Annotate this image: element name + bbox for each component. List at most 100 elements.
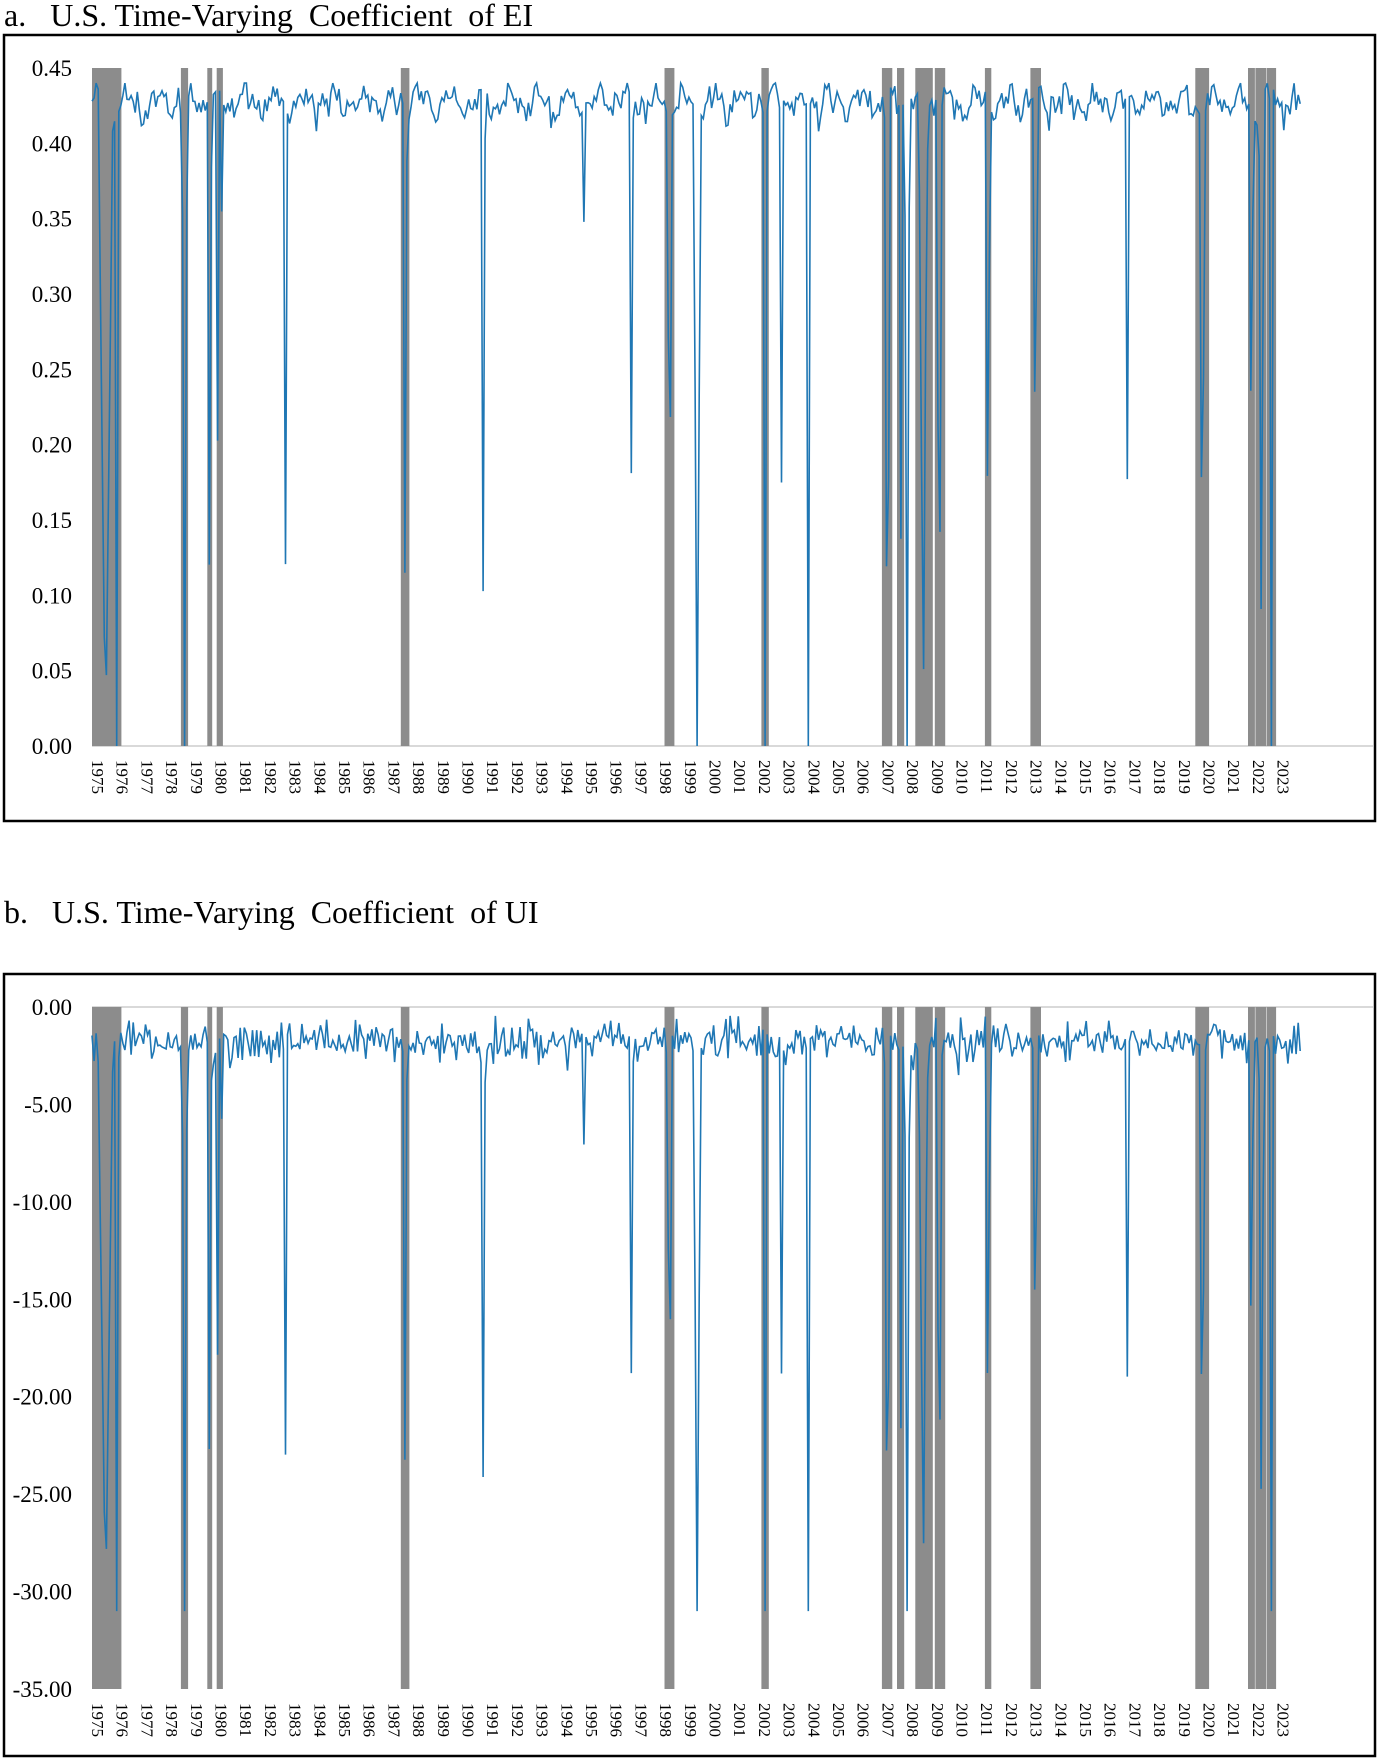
svg-text:2005: 2005 xyxy=(829,1703,848,1737)
svg-text:2014: 2014 xyxy=(1051,760,1070,795)
svg-text:1988: 1988 xyxy=(409,1703,428,1737)
svg-text:2007: 2007 xyxy=(878,760,897,795)
svg-text:2004: 2004 xyxy=(804,760,823,795)
svg-text:2015: 2015 xyxy=(1076,760,1095,794)
svg-text:1989: 1989 xyxy=(434,760,453,794)
svg-text:-30.00: -30.00 xyxy=(13,1580,72,1605)
svg-text:1992: 1992 xyxy=(508,760,527,794)
svg-text:2018: 2018 xyxy=(1150,1703,1169,1737)
svg-text:0.15: 0.15 xyxy=(32,508,72,533)
svg-text:-35.00: -35.00 xyxy=(13,1677,72,1702)
svg-text:1992: 1992 xyxy=(508,1703,527,1737)
svg-text:2019: 2019 xyxy=(1175,1703,1194,1737)
svg-text:1978: 1978 xyxy=(162,760,181,794)
svg-text:2014: 2014 xyxy=(1051,1703,1070,1738)
svg-text:2013: 2013 xyxy=(1027,760,1046,794)
svg-text:2020: 2020 xyxy=(1200,1703,1219,1737)
svg-text:1979: 1979 xyxy=(187,760,206,794)
svg-text:2008: 2008 xyxy=(903,1703,922,1737)
svg-text:0.10: 0.10 xyxy=(32,583,72,608)
svg-text:2006: 2006 xyxy=(854,1703,873,1737)
svg-text:1983: 1983 xyxy=(286,760,305,794)
svg-text:2006: 2006 xyxy=(854,760,873,794)
svg-text:1980: 1980 xyxy=(212,1703,231,1737)
svg-text:2017: 2017 xyxy=(1125,1703,1144,1738)
svg-text:2002: 2002 xyxy=(755,760,774,794)
svg-text:-5.00: -5.00 xyxy=(24,1092,72,1117)
svg-text:1979: 1979 xyxy=(187,1703,206,1737)
svg-text:2019: 2019 xyxy=(1175,760,1194,794)
svg-text:2011: 2011 xyxy=(977,1703,996,1736)
svg-text:0.25: 0.25 xyxy=(32,357,72,382)
svg-text:1987: 1987 xyxy=(384,1703,403,1738)
svg-text:2015: 2015 xyxy=(1076,1703,1095,1737)
svg-text:0.45: 0.45 xyxy=(32,56,72,81)
svg-text:2021: 2021 xyxy=(1224,1703,1243,1737)
svg-text:2012: 2012 xyxy=(1002,1703,1021,1737)
svg-text:2003: 2003 xyxy=(780,760,799,794)
svg-text:1977: 1977 xyxy=(137,1703,156,1738)
svg-text:1981: 1981 xyxy=(236,1703,255,1737)
svg-text:1983: 1983 xyxy=(286,1703,305,1737)
svg-text:0.40: 0.40 xyxy=(32,131,72,156)
svg-text:0.05: 0.05 xyxy=(32,659,72,684)
svg-text:1999: 1999 xyxy=(681,1703,700,1737)
svg-text:2004: 2004 xyxy=(804,1703,823,1738)
svg-text:1975: 1975 xyxy=(88,1703,107,1737)
svg-text:2022: 2022 xyxy=(1249,760,1268,794)
svg-text:-15.00: -15.00 xyxy=(13,1287,72,1312)
svg-text:1995: 1995 xyxy=(582,760,601,794)
svg-text:1988: 1988 xyxy=(409,760,428,794)
svg-text:2018: 2018 xyxy=(1150,760,1169,794)
svg-text:1986: 1986 xyxy=(360,1703,379,1737)
svg-text:1994: 1994 xyxy=(557,1703,576,1738)
svg-text:1999: 1999 xyxy=(681,760,700,794)
svg-text:2011: 2011 xyxy=(977,760,996,793)
svg-text:1996: 1996 xyxy=(607,1703,626,1737)
svg-text:2016: 2016 xyxy=(1101,760,1120,794)
svg-text:-20.00: -20.00 xyxy=(13,1385,72,1410)
svg-text:2010: 2010 xyxy=(953,760,972,794)
svg-text:2021: 2021 xyxy=(1224,760,1243,794)
svg-text:2000: 2000 xyxy=(706,760,725,794)
svg-text:1994: 1994 xyxy=(557,760,576,795)
svg-text:1977: 1977 xyxy=(137,760,156,795)
svg-text:2010: 2010 xyxy=(953,1703,972,1737)
svg-text:1982: 1982 xyxy=(261,760,280,794)
svg-text:1984: 1984 xyxy=(310,1703,329,1738)
svg-text:1997: 1997 xyxy=(631,760,650,795)
svg-text:2020: 2020 xyxy=(1200,760,1219,794)
svg-text:2022: 2022 xyxy=(1249,1703,1268,1737)
svg-text:2008: 2008 xyxy=(903,760,922,794)
svg-text:2007: 2007 xyxy=(878,1703,897,1738)
svg-text:-25.00: -25.00 xyxy=(13,1482,72,1507)
svg-text:1982: 1982 xyxy=(261,1703,280,1737)
svg-text:1978: 1978 xyxy=(162,1703,181,1737)
svg-text:2012: 2012 xyxy=(1002,760,1021,794)
svg-text:1975: 1975 xyxy=(88,760,107,794)
svg-text:1998: 1998 xyxy=(656,760,675,794)
svg-text:2016: 2016 xyxy=(1101,1703,1120,1737)
svg-text:1984: 1984 xyxy=(310,760,329,795)
svg-text:1995: 1995 xyxy=(582,1703,601,1737)
svg-text:2001: 2001 xyxy=(730,1703,749,1737)
svg-text:1989: 1989 xyxy=(434,1703,453,1737)
svg-text:2005: 2005 xyxy=(829,760,848,794)
svg-text:1986: 1986 xyxy=(360,760,379,794)
svg-text:2002: 2002 xyxy=(755,1703,774,1737)
svg-text:2000: 2000 xyxy=(706,1703,725,1737)
svg-text:1976: 1976 xyxy=(113,1703,132,1737)
svg-text:2017: 2017 xyxy=(1125,760,1144,795)
svg-text:1993: 1993 xyxy=(533,760,552,794)
svg-text:0.30: 0.30 xyxy=(32,282,72,307)
svg-text:0.00: 0.00 xyxy=(32,734,72,759)
svg-text:1985: 1985 xyxy=(335,760,354,794)
svg-text:1987: 1987 xyxy=(384,760,403,795)
svg-text:1985: 1985 xyxy=(335,1703,354,1737)
svg-text:2003: 2003 xyxy=(780,1703,799,1737)
svg-text:1996: 1996 xyxy=(607,760,626,794)
svg-text:0.00: 0.00 xyxy=(32,995,72,1020)
svg-text:2001: 2001 xyxy=(730,760,749,794)
svg-text:2009: 2009 xyxy=(928,1703,947,1737)
svg-text:2009: 2009 xyxy=(928,760,947,794)
